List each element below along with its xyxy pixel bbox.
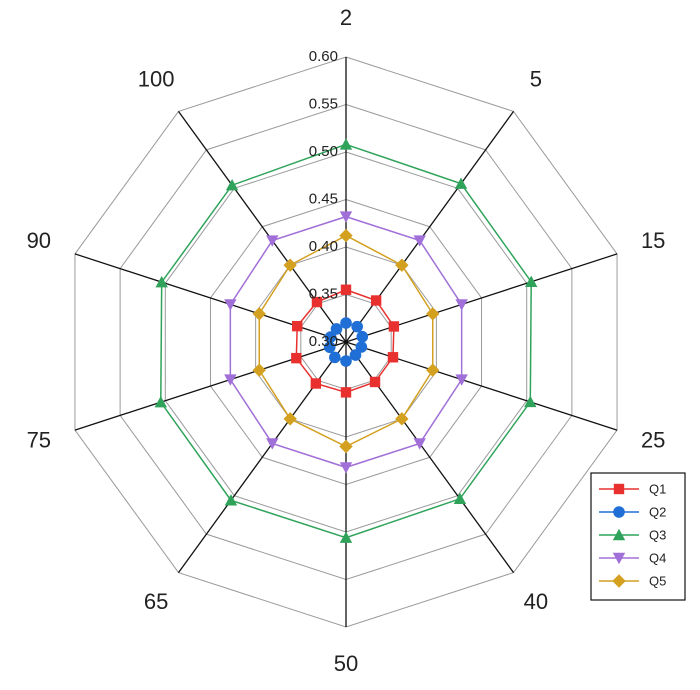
legend-box [590,472,686,601]
category-label-100: 100 [138,67,175,92]
legend-item-Q2: Q2 [599,504,666,519]
radial-tick-labels: 0.30 0.35 0.40 0.45 0.50 0.55 0.60 [309,48,338,350]
point-Q5-100 [283,258,297,272]
point-Q5-25 [426,363,440,377]
point-Q4-65 [266,438,279,450]
point-Q3-25 [524,395,537,408]
point-Q3-50 [339,531,353,543]
series-Q4 [224,211,468,474]
point-Q2-75 [323,341,336,354]
legend-marker-Q1 [613,483,625,495]
category-label-15: 15 [641,228,665,253]
point-Q3-90 [155,275,168,288]
point-Q4-40 [413,438,426,450]
point-Q2-65 [329,351,341,364]
radial-tick-0.50: 0.50 [309,143,338,160]
point-Q3-65 [224,494,238,506]
series-Q1 [291,284,400,398]
point-Q2-5 [351,320,363,333]
point-Q5-5 [395,258,409,272]
radial-tick-0.45: 0.45 [309,190,338,207]
point-Q5-15 [426,307,440,321]
category-label-40: 40 [524,589,548,614]
point-Q1-50 [340,387,352,398]
point-Q5-65 [283,412,297,426]
point-Q1-40 [369,376,381,388]
legend-item-Q4: Q4 [599,550,666,565]
point-Q4-15 [455,299,468,311]
point-Q1-65 [310,378,322,389]
point-Q3-75 [154,395,167,408]
point-Q3-40 [453,492,467,504]
axis-spoke-65 [177,341,347,573]
series-Q2 [323,317,369,367]
point-Q4-25 [455,374,468,386]
category-label-2: 2 [340,5,352,30]
point-Q1-75 [291,352,302,364]
category-label-5: 5 [530,67,542,92]
point-Q2-90 [324,331,337,343]
point-Q2-50 [340,355,352,367]
legend-marker-Q5 [612,574,626,588]
legend-item-Q3: Q3 [599,527,666,542]
axis-spoke-5 [345,111,515,343]
radial-tick-0.60: 0.60 [309,48,338,65]
point-Q1-90 [292,320,303,332]
point-Q3-2 [339,138,353,150]
legend-label-Q1: Q1 [649,481,666,496]
legend-label-Q5: Q5 [649,573,666,588]
point-Q1-100 [311,296,323,308]
series-Q5 [252,228,440,454]
legend-label-Q4: Q4 [649,550,666,565]
legend-marker-Q3 [612,528,626,541]
point-Q4-2 [339,211,353,223]
category-label-90: 90 [27,228,51,253]
point-Q5-2 [339,228,353,243]
radial-tick-0.40: 0.40 [309,238,338,255]
legend-label-Q2: Q2 [649,504,666,519]
radial-tick-0.35: 0.35 [309,285,338,302]
point-Q4-75 [224,374,237,386]
point-Q3-5 [454,177,468,189]
point-Q1-15 [388,321,400,332]
legend-label-Q3: Q3 [649,527,666,542]
point-Q2-40 [349,349,362,361]
point-Q2-100 [330,323,343,335]
legend-marker-Q4 [612,552,626,565]
point-Q3-15 [525,275,538,288]
point-Q2-25 [355,341,368,353]
point-Q4-100 [266,235,279,247]
point-Q1-5 [370,295,382,306]
point-Q5-50 [339,439,353,454]
point-Q1-2 [340,284,352,295]
radial-tick-0.30: 0.30 [309,333,338,350]
point-Q5-75 [252,363,266,377]
legend-item-Q1: Q1 [599,481,666,496]
point-Q4-5 [413,235,426,247]
legend: Q1 Q2 Q3 Q4 Q5 [590,472,686,601]
category-label-75: 75 [27,428,51,453]
legend-item-Q5: Q5 [599,573,666,588]
point-Q2-2 [340,317,352,329]
axis-spoke-40 [345,341,515,573]
category-label-25: 25 [641,428,665,453]
point-Q4-90 [224,299,237,311]
point-Q2-15 [356,330,369,343]
point-Q5-40 [395,412,409,426]
legend-marker-Q2 [613,506,625,518]
point-Q4-50 [339,462,353,474]
category-label-65: 65 [144,589,168,614]
point-Q1-25 [387,352,399,363]
point-Q5-90 [252,307,266,321]
point-Q3-100 [225,179,239,191]
series-Q3 [154,138,538,543]
category-label-50: 50 [334,651,358,676]
radial-tick-0.55: 0.55 [309,95,338,112]
